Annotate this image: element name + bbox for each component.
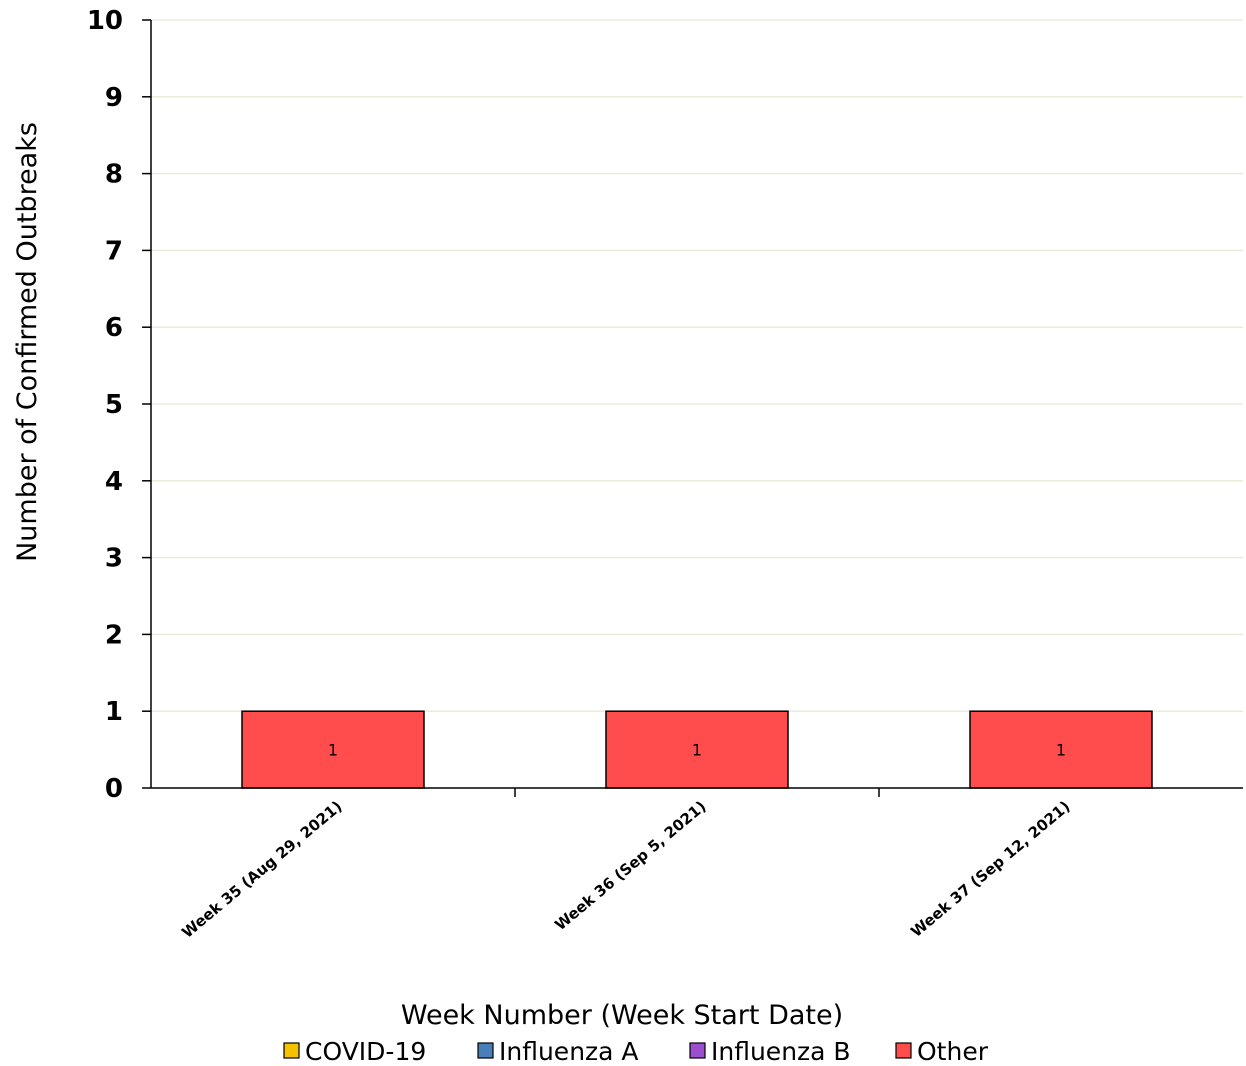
bar-other	[241, 710, 425, 789]
legend-label: Influenza A	[499, 1037, 639, 1066]
y-tick-label: 4	[105, 467, 123, 497]
y-tick-label: 9	[105, 83, 123, 113]
legend-swatch	[689, 1042, 706, 1059]
legend-label: Other	[917, 1037, 989, 1066]
bar-data-label: 1	[1056, 741, 1066, 760]
y-tick-label: 6	[105, 313, 123, 343]
x-axis-title: Week Number (Week Start Date)	[401, 1000, 843, 1031]
x-tick-labels: Week 35 (Aug 29, 2021) Week 36 (Sep 5, 20…	[178, 797, 1073, 941]
y-tick-label: 0	[105, 774, 123, 804]
y-tick-label: 5	[105, 390, 123, 420]
y-tick-label: 3	[105, 544, 123, 574]
bar-other	[605, 710, 789, 789]
legend-swatch	[895, 1042, 912, 1059]
legend: COVID-19 Influenza A Influenza B Other	[283, 1037, 989, 1066]
gridlines	[151, 19, 1243, 712]
y-axis-title: Number of Confirmed Outbreaks	[12, 122, 43, 562]
legend-label: COVID-19	[305, 1037, 426, 1066]
bar-data-label: 1	[692, 741, 702, 760]
legend-label: Influenza B	[711, 1037, 851, 1066]
y-tick-label: 1	[105, 697, 123, 727]
y-tick-labels: 0 1 2 3 4 5 6 7 8 9 10	[87, 6, 123, 804]
data-labels: 1 1 1	[328, 741, 1066, 760]
axes	[142, 19, 1243, 797]
y-tick-label: 8	[105, 160, 123, 190]
x-tick-label: Week 35 (Aug 29, 2021)	[178, 797, 345, 941]
x-tick-label: Week 36 (Sep 5, 2021)	[551, 797, 709, 934]
legend-swatch	[283, 1042, 300, 1059]
legend-swatch	[477, 1042, 494, 1059]
y-tick-label: 7	[105, 236, 123, 266]
y-tick-label: 10	[87, 6, 123, 36]
bar-data-label: 1	[328, 741, 338, 760]
x-tick-label: Week 37 (Sep 12, 2021)	[907, 797, 1073, 941]
y-tick-label: 2	[105, 620, 123, 650]
